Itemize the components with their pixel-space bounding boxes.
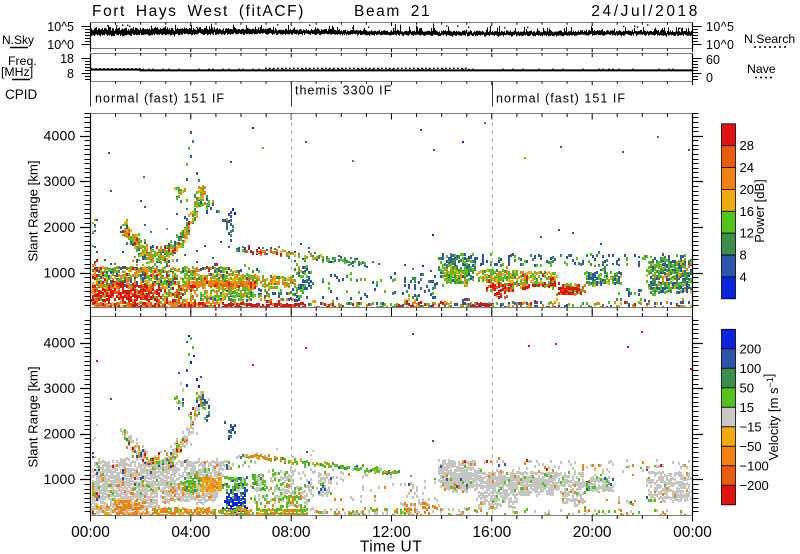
svg-text:1000: 1000 [44, 265, 76, 281]
svg-text:08:00: 08:00 [272, 524, 311, 541]
svg-text:00:00: 00:00 [673, 524, 712, 541]
svg-text:N.Sky: N.Sky [2, 33, 34, 47]
svg-text:−50: −50 [740, 439, 762, 454]
svg-text:20:00: 20:00 [573, 524, 612, 541]
svg-text:60: 60 [706, 53, 720, 67]
svg-text:−100: −100 [740, 458, 769, 473]
svg-text:10^0: 10^0 [47, 38, 74, 52]
svg-text:4: 4 [740, 269, 747, 284]
svg-text:28: 28 [740, 138, 754, 153]
svg-text:Freq.: Freq. [8, 54, 37, 68]
svg-text:Power [dB]: Power [dB] [752, 179, 767, 243]
svg-text:12: 12 [740, 226, 754, 241]
svg-text:04:00: 04:00 [171, 524, 210, 541]
svg-text:Beam 21: Beam 21 [354, 3, 431, 20]
svg-text:[MHz]: [MHz] [1, 65, 33, 79]
svg-text:Velocity [m s−1]: Velocity [m s−1] [761, 374, 781, 461]
svg-text:2000: 2000 [44, 219, 76, 235]
svg-text:15: 15 [740, 400, 754, 415]
svg-text:Time UT: Time UT [360, 539, 422, 554]
svg-text:24/Jul/2018: 24/Jul/2018 [591, 3, 700, 20]
svg-text:normal (fast) 151 IF: normal (fast) 151 IF [95, 92, 225, 106]
svg-text:18: 18 [60, 52, 74, 66]
svg-text:−15: −15 [740, 419, 762, 434]
svg-text:3000: 3000 [44, 173, 76, 189]
svg-text:16: 16 [740, 204, 754, 219]
svg-text:10^0: 10^0 [706, 38, 734, 52]
svg-text:10^5: 10^5 [47, 20, 74, 34]
svg-text:2000: 2000 [44, 426, 76, 442]
svg-text:Nave: Nave [747, 62, 776, 76]
svg-text:8: 8 [67, 67, 74, 81]
svg-text:24: 24 [740, 160, 754, 175]
svg-text:10^5: 10^5 [706, 20, 734, 34]
svg-text:4000: 4000 [44, 128, 76, 144]
svg-text:normal (fast) 151 IF: normal (fast) 151 IF [496, 92, 626, 106]
svg-text:CPID: CPID [5, 87, 38, 102]
svg-text:200: 200 [740, 341, 762, 356]
svg-text:1000: 1000 [44, 471, 76, 487]
svg-text:Fort Hays West (fitACF): Fort Hays West (fitACF) [92, 3, 305, 20]
svg-text:100: 100 [740, 361, 762, 376]
svg-text:Slant Range [km]: Slant Range [km] [26, 160, 41, 261]
svg-text:0: 0 [706, 71, 713, 85]
svg-text:themis 3300 IF: themis 3300 IF [295, 84, 392, 98]
svg-text:20: 20 [740, 182, 754, 197]
svg-text:Slant Range [km]: Slant Range [km] [26, 366, 41, 467]
svg-text:8: 8 [740, 248, 747, 263]
svg-text:−200: −200 [740, 478, 769, 493]
svg-text:50: 50 [740, 380, 754, 395]
svg-text:4000: 4000 [44, 334, 76, 350]
svg-text:12:00: 12:00 [372, 524, 411, 541]
svg-text:N.Search: N.Search [744, 32, 795, 46]
svg-text:00:00: 00:00 [71, 524, 110, 541]
svg-text:16:00: 16:00 [472, 524, 511, 541]
svg-text:3000: 3000 [44, 380, 76, 396]
